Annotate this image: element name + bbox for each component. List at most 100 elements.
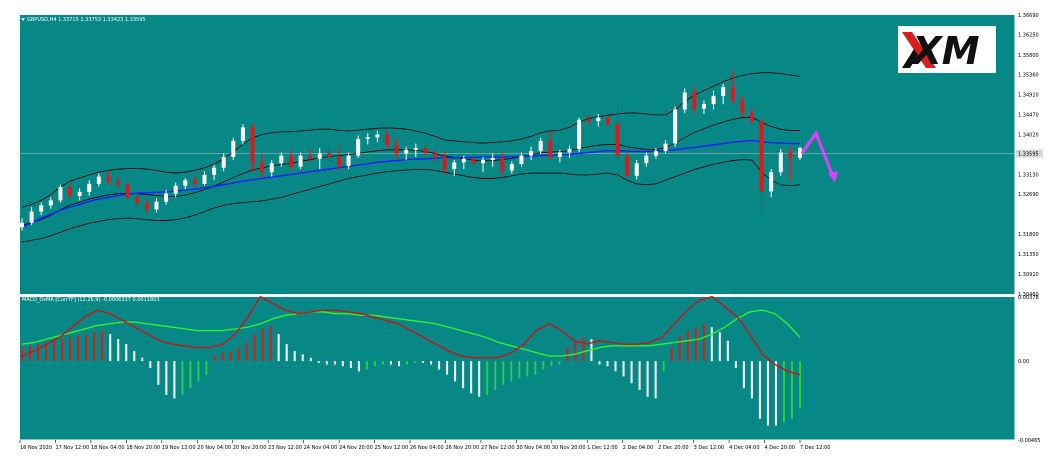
candle xyxy=(125,180,130,201)
candle xyxy=(260,153,265,179)
candle-body xyxy=(384,134,389,146)
time-tick-label: 26 Nov 04:00 xyxy=(410,445,444,451)
candle-body xyxy=(135,197,140,203)
candle-body xyxy=(634,163,639,176)
candle-body xyxy=(740,100,745,114)
candle xyxy=(596,113,601,127)
candle xyxy=(577,117,582,153)
candle-body xyxy=(144,202,149,210)
candle xyxy=(413,143,418,157)
time-tick-label: 20 Nov 04:00 xyxy=(197,445,231,451)
candle-body xyxy=(192,180,197,184)
macd-panel-bg xyxy=(20,297,1015,440)
bollinger-upper-line xyxy=(21,72,801,208)
time-tick-label: 1 Dec 12:00 xyxy=(587,445,617,451)
candle xyxy=(567,145,572,158)
time-tick-label: 2 Dec 04:00 xyxy=(623,445,653,451)
price-tick-label: 1.34020 xyxy=(1018,133,1039,139)
candle xyxy=(173,182,178,198)
candle-body xyxy=(394,145,399,154)
candle-body xyxy=(20,222,24,228)
candle xyxy=(192,175,197,187)
candle-body xyxy=(433,153,438,157)
macd-signal-line xyxy=(21,309,801,357)
candle-body xyxy=(288,155,293,167)
candle-body xyxy=(240,127,245,141)
candle-body xyxy=(778,152,783,173)
candle-body xyxy=(231,140,236,157)
candle-body xyxy=(490,157,495,161)
candle xyxy=(798,146,802,161)
price-tick-label: 1.34470 xyxy=(1018,112,1039,118)
candle xyxy=(548,130,553,161)
candle-body xyxy=(721,87,726,97)
symbol-collapse-icon[interactable] xyxy=(21,18,25,21)
forecast-arrow xyxy=(800,130,836,180)
candle xyxy=(288,149,293,172)
candle xyxy=(625,151,630,179)
price-tick-label: 1.36690 xyxy=(1018,13,1039,19)
time-tick-label: 20 Nov 20:00 xyxy=(233,445,267,451)
candle-body xyxy=(644,155,649,164)
candle xyxy=(721,83,726,105)
candle xyxy=(788,146,793,181)
candle xyxy=(48,197,53,209)
candle-body xyxy=(221,156,226,168)
candle xyxy=(519,152,524,167)
candle-body xyxy=(365,137,370,140)
candle xyxy=(39,202,44,216)
candle xyxy=(240,124,245,145)
time-tick-label: 18 Nov 20:00 xyxy=(126,445,160,451)
candle xyxy=(135,191,140,208)
candle-body xyxy=(260,162,265,173)
candle-body xyxy=(461,158,466,163)
candle-body xyxy=(164,193,169,202)
candle xyxy=(212,164,217,181)
candle-body xyxy=(529,151,534,156)
candle-body xyxy=(308,155,313,159)
candle xyxy=(231,137,236,161)
candle-body xyxy=(481,160,486,164)
xm-logo: XM xyxy=(898,26,996,73)
candle-body xyxy=(173,185,178,194)
candle xyxy=(327,146,332,162)
time-tick-label: 3 Dec 12:00 xyxy=(694,445,724,451)
candle xyxy=(442,152,447,174)
candle xyxy=(471,153,476,167)
price-tick-label: 1.35800 xyxy=(1018,53,1039,59)
candle-body xyxy=(327,153,332,157)
time-tick-label: 4 Dec 20:00 xyxy=(765,445,795,451)
candle-body xyxy=(596,117,601,122)
candle xyxy=(298,152,303,170)
candle-body xyxy=(452,162,457,170)
candle xyxy=(68,180,73,200)
price-tick-label: 1.30460 xyxy=(1018,292,1039,298)
candle xyxy=(634,160,639,180)
price-tick-label: 1.32690 xyxy=(1018,192,1039,198)
candle-body xyxy=(509,164,514,171)
candle xyxy=(384,128,389,149)
macd-tick-label: 0.00 xyxy=(1018,359,1029,365)
candle-body xyxy=(442,156,447,170)
candle xyxy=(154,198,159,213)
candle xyxy=(605,113,610,127)
candle-body xyxy=(471,158,476,164)
candle-body xyxy=(798,148,802,158)
price-tick-label: 1.35360 xyxy=(1018,73,1039,79)
candle xyxy=(317,148,322,170)
candle xyxy=(586,115,591,125)
candle-body xyxy=(711,96,716,105)
candle-body xyxy=(538,140,543,152)
candle-body xyxy=(116,181,121,185)
time-tick-label: 23 Nov 12:00 xyxy=(268,445,302,451)
candle-body xyxy=(653,151,658,156)
candle xyxy=(58,184,63,203)
candle xyxy=(308,148,313,163)
candle-body xyxy=(58,186,63,201)
candle xyxy=(644,152,649,167)
candle xyxy=(740,96,745,118)
price-panel-bg xyxy=(20,15,1015,294)
candle xyxy=(96,173,101,187)
candle xyxy=(404,146,409,161)
candle xyxy=(279,152,284,167)
